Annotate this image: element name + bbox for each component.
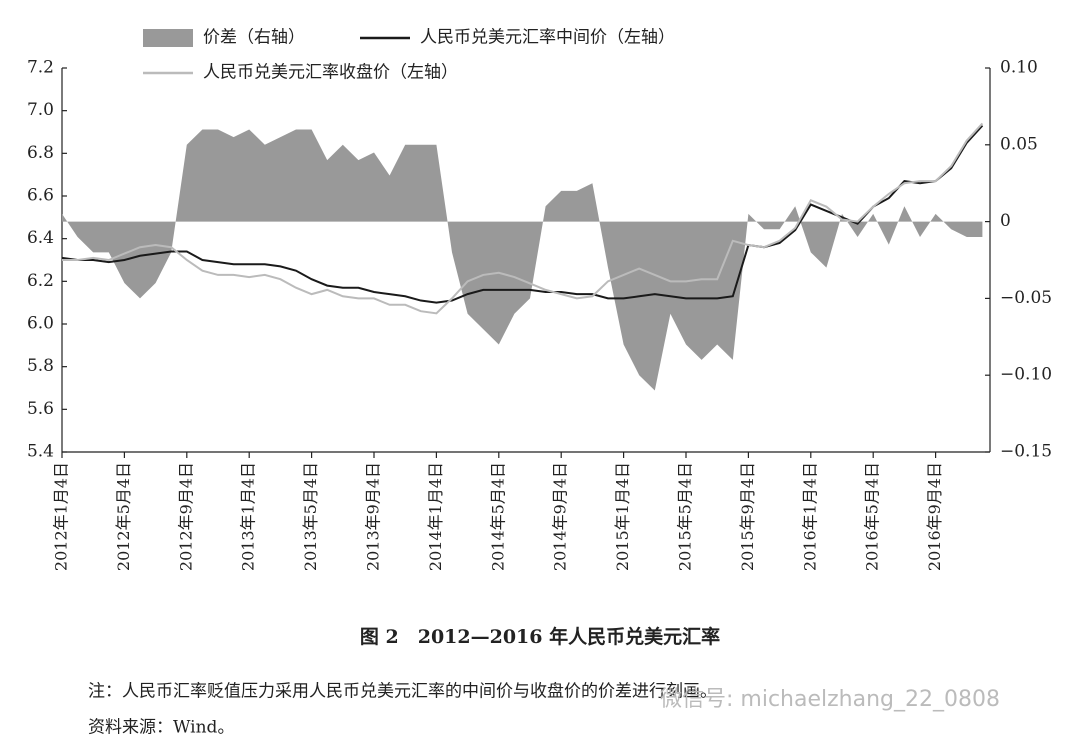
source: 资料来源：Wind。 bbox=[88, 718, 234, 738]
y-tick-label: 7.2 bbox=[27, 58, 54, 78]
chart-title: 图 2 2012—2016 年人民币兑美元汇率 bbox=[360, 625, 720, 648]
x-tick-label: 2016年5月4日 bbox=[863, 462, 882, 571]
x-tick-label: 2015年1月4日 bbox=[613, 462, 632, 571]
y-tick-label: 5.4 bbox=[27, 442, 54, 462]
y-tick-label: 5.8 bbox=[27, 356, 54, 376]
y-tick-label: 7.0 bbox=[27, 100, 54, 120]
rate-line bbox=[62, 122, 984, 315]
legend-label: 价差（右轴） bbox=[203, 28, 305, 48]
y2-tick-label: −0.10 bbox=[1000, 365, 1052, 385]
y-tick-label: 5.6 bbox=[27, 399, 54, 419]
y2-tick-label: 0.05 bbox=[1000, 134, 1038, 154]
legend-swatch bbox=[143, 29, 193, 47]
x-tick-label: 2012年9月4日 bbox=[176, 462, 195, 571]
note: 注：人民币汇率贬值压力采用人民币兑美元汇率的中间价与收盘价的价差进行刻画。 bbox=[88, 682, 717, 702]
x-tick-label: 2014年9月4日 bbox=[551, 462, 570, 571]
x-tick-label: 2016年9月4日 bbox=[925, 462, 944, 571]
x-tick-label: 2013年1月4日 bbox=[239, 462, 258, 571]
rate-line bbox=[61, 124, 984, 304]
x-tick-label: 2014年1月4日 bbox=[426, 462, 445, 571]
x-tick-label: 2015年5月4日 bbox=[676, 462, 695, 571]
y2-tick-label: −0.15 bbox=[1000, 442, 1052, 462]
legend-label: 人民币兑美元汇率收盘价（左轴） bbox=[203, 63, 458, 83]
y-tick-label: 6.8 bbox=[27, 143, 54, 163]
x-tick-label: 2012年5月4日 bbox=[114, 462, 133, 571]
x-tick-label: 2014年5月4日 bbox=[488, 462, 507, 571]
watermark: 微信号: michaelzhang_22_0808 bbox=[660, 687, 1000, 712]
y-tick-label: 6.6 bbox=[27, 186, 54, 206]
y2-tick-label: −0.05 bbox=[1000, 288, 1052, 308]
x-tick-label: 2013年5月4日 bbox=[301, 462, 320, 571]
legend-label: 人民币兑美元汇率中间价（左轴） bbox=[420, 28, 675, 48]
x-tick-label: 2016年1月4日 bbox=[800, 462, 819, 571]
y-tick-label: 6.2 bbox=[27, 271, 54, 291]
y-tick-label: 6.4 bbox=[27, 228, 54, 248]
y2-tick-label: 0 bbox=[1000, 211, 1011, 231]
x-tick-label: 2015年9月4日 bbox=[738, 462, 757, 571]
y2-tick-label: 0.10 bbox=[1000, 58, 1038, 78]
spread-area bbox=[62, 129, 983, 391]
x-tick-label: 2013年9月4日 bbox=[364, 462, 383, 571]
x-tick-label: 2012年1月4日 bbox=[52, 462, 71, 571]
y-tick-label: 6.0 bbox=[27, 314, 54, 334]
